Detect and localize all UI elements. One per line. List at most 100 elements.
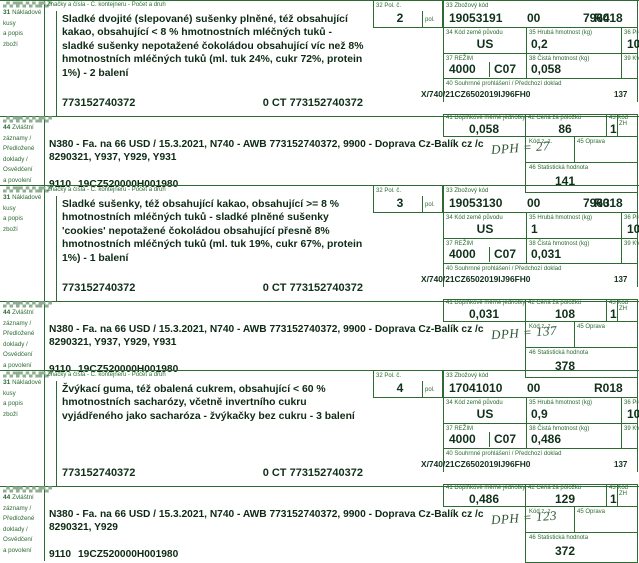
field-37-divider: [489, 247, 490, 262]
field-kod-zz-label: Kód z. z.: [529, 509, 553, 515]
field-43-suffix: ZH: [619, 121, 627, 127]
field-44-side-label: ▄▀▄▀█▀▄▀▄▀▄█▀▄▀ 44 Zvláštní záznamy / Předl…: [3, 118, 52, 187]
field-44-side-line: 44 Zvláštní: [3, 124, 34, 131]
field-38-label: 38 Čistá hmotnost (kg): [529, 241, 590, 247]
field-44-side-line: Předložené: [3, 145, 35, 153]
field-31-side-line: zboží: [3, 40, 18, 48]
field-37-divider: [489, 62, 490, 77]
field-43-divider: [617, 114, 618, 137]
field-45-label: 45 Oprava: [577, 509, 606, 515]
field-33-code: 19053130: [449, 196, 503, 210]
rule-mid: [0, 116, 639, 117]
rule-41-42: [525, 484, 526, 507]
rule-side-col: [44, 370, 45, 561]
row-34-36: [443, 28, 638, 54]
row-41-43: [443, 484, 638, 507]
item-block: ▄▀▄▀█▀▄▀▄▀▄█▀▄▀ 31 Nákladové kusy a popis zb…: [0, 183, 639, 378]
field-33-code: 19053191: [449, 11, 503, 25]
field-31-side-label: ▄▀▄▀█▀▄▀▄▀▄█▀▄▀ 31 Nákladové kusy a popis zb…: [3, 2, 52, 50]
rule-kodzz-45: [574, 322, 575, 348]
field-31-header-label: Značky a čísla - Č. kontejneru - Počet a…: [47, 2, 166, 8]
field-33-box: [443, 371, 638, 398]
field-42-label: 42 Cena za položku: [528, 115, 582, 121]
field-36-value: 100: [627, 407, 639, 421]
row-40: [443, 449, 638, 472]
row-45: [525, 507, 638, 533]
field-44-side-line: 44 Zvláštní: [3, 309, 34, 316]
row-41-43: [443, 299, 638, 322]
field-33-code4: R018: [594, 11, 623, 25]
field-44-side-line: doklady /: [3, 340, 28, 348]
marks-number-right: 0 CT 773152740372: [262, 467, 363, 479]
field-40-number: 137: [614, 460, 628, 469]
field-44-side-line: a povolení: [3, 361, 32, 369]
field-39-label: 39 Kvóta: [624, 241, 639, 247]
marks-number: 773152740372: [62, 282, 136, 294]
field-41-label: 41 Doplňkové měrné jednotky: [446, 485, 526, 491]
field-32-divider: [422, 196, 423, 212]
field-33-code2: 00: [527, 196, 541, 210]
field-43-suffix: ZH: [619, 306, 627, 312]
rule-mid: [0, 486, 639, 487]
rule-38-39: [621, 424, 622, 449]
field-33-label: 33 Zbožový kód: [446, 3, 489, 9]
field-44-side-line: a povolení: [3, 176, 32, 184]
marks-number: 773152740372: [62, 97, 136, 109]
row-37-39: [443, 54, 638, 79]
field-44-side-label: ▄▀▄▀█▀▄▀▄▀▄█▀▄▀ 44 Zvláštní záznamy / Předl…: [3, 303, 52, 372]
field-38-value: 0,031: [531, 247, 562, 261]
field-37-value-b: C07: [494, 247, 517, 261]
field-32-label: 32 Pol. č.: [376, 373, 402, 379]
rule-kodzz-45: [574, 137, 575, 163]
rule-35-36: [621, 213, 622, 239]
field-32-value: 3: [396, 196, 404, 210]
rule-top: [0, 370, 639, 371]
field-37-value-b: C07: [494, 62, 517, 76]
field-43-suffix: ZH: [619, 491, 627, 497]
scan-artifact: ▄▀▄▀█▀▄▀▄▀▄█▀▄▀: [3, 2, 52, 8]
documents-line-2: 8290321, Y929: [49, 522, 118, 533]
field-43-divider: [617, 299, 618, 322]
field-46-value: 372: [554, 544, 576, 558]
field-31-side-line: kusy: [3, 19, 16, 27]
field-45-label: 45 Oprava: [577, 139, 606, 145]
rule-35-36: [621, 28, 622, 54]
field-40-value: X/740/21CZ6502019IJ96FH0: [421, 274, 531, 284]
field-32-box: [373, 1, 443, 28]
field-44-side-line: Osvědčení: [3, 351, 33, 359]
scan-artifact: ▄▀▄▀█▀▄▀▄▀▄█▀▄▀: [3, 187, 52, 193]
field-43-value: 1: [610, 492, 617, 506]
documents-line-3-code: 9110: [49, 179, 72, 190]
rule-side-col: [44, 0, 45, 185]
field-31-side-label: ▄▀▄▀█▀▄▀▄▀▄█▀▄▀ 31 Nákladové kusy a popis zb…: [3, 373, 52, 420]
rule-desc-left: [56, 196, 57, 301]
field-38-value: 0,486: [531, 432, 562, 446]
documents-line-3-code: 9110: [49, 549, 72, 560]
field-35-label: 35 Hrubá hmotnost (kg): [529, 400, 593, 406]
field-37-label: 37 REŽIM: [446, 426, 474, 432]
row-46: [525, 348, 638, 378]
documents-line-3-ref: 19CZ520000H001980: [78, 364, 179, 375]
field-38-label: 38 Čistá hmotnost (kg): [529, 426, 590, 432]
field-37-label: 37 REŽIM: [446, 241, 474, 247]
rule-35-36: [621, 398, 622, 424]
field-31-side-label: ▄▀▄▀█▀▄▀▄▀▄█▀▄▀ 31 Nákladové kusy a popis zb…: [3, 187, 52, 235]
field-44-side-line: doklady /: [3, 525, 28, 533]
field-37-value-a: 4000: [449, 62, 476, 76]
row-40: [443, 264, 638, 287]
field-40-label: 40 Souhrnné prohlášení / Předchozí dokla…: [446, 81, 562, 87]
documents-line-3-code: 9110: [49, 364, 72, 375]
rule-41-42: [525, 114, 526, 137]
field-34-label: 34 Kód země původu: [446, 215, 503, 221]
field-32-unit: pol.: [425, 17, 435, 23]
field-32-box: [373, 371, 443, 398]
field-43-label: 43 Kód: [609, 115, 629, 121]
marks-number-right: 0 CT 773152740372: [262, 282, 363, 294]
field-44-side-line: Předložené: [3, 330, 35, 338]
field-32-unit: pol.: [425, 202, 435, 208]
field-34-label: 34 Kód země původu: [446, 30, 503, 36]
field-44-side-line: 44 Zvláštní: [3, 494, 34, 501]
field-34-value: US: [476, 407, 494, 421]
field-44-side-line: Osvědčení: [3, 536, 33, 544]
field-43-label: 43 Kód: [609, 485, 629, 491]
